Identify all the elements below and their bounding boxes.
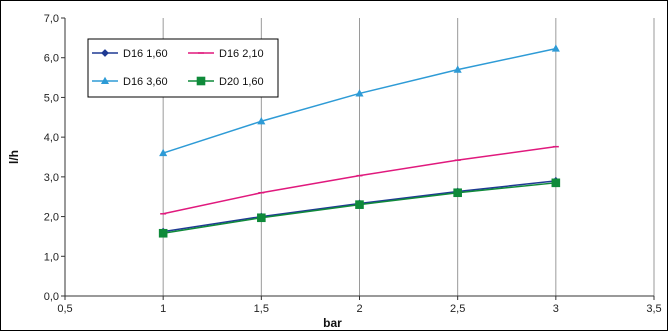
- data-point-series-3: [159, 148, 168, 157]
- x-tick-label: 3,5: [646, 303, 661, 315]
- data-point-series-4: [158, 228, 168, 238]
- data-point-series-4: [453, 188, 462, 198]
- data-point-series-4: [355, 200, 364, 209]
- legend: D16 1,60 D16 2,10 D16 3,60 D20 1,60: [87, 38, 279, 98]
- data-point-series-3: [355, 89, 364, 97]
- legend-swatch-marker: [100, 76, 110, 85]
- legend-label: D16 3,60: [123, 76, 168, 88]
- y-axis-title: l/h: [7, 150, 21, 164]
- y-tick-label: 6,0: [44, 53, 59, 65]
- y-tick-label: 2,0: [44, 212, 59, 224]
- legend-label: D16 1,60: [123, 48, 168, 60]
- x-tick-label: 3: [553, 303, 559, 315]
- legend-swatch-marker: [101, 49, 109, 57]
- x-axis-title: bar: [323, 316, 342, 330]
- x-tick-label: 2,5: [450, 303, 465, 315]
- x-tick-label: 1,5: [254, 303, 269, 315]
- y-tick-label: 1,0: [44, 251, 59, 263]
- legend-swatch-marker: [196, 76, 206, 86]
- x-tick-label: 0,5: [57, 303, 72, 315]
- y-tick-label: 0,0: [44, 291, 59, 303]
- legend-label: D16 2,10: [219, 48, 264, 60]
- legend-box: [87, 38, 279, 98]
- data-point-series-3: [551, 44, 560, 52]
- legend-label: D20 1,60: [219, 76, 264, 88]
- y-tick-label: 3,0: [44, 172, 59, 184]
- data-point-series-4: [551, 178, 561, 188]
- data-point-series-3: [257, 117, 266, 125]
- y-tick-label: 7,0: [44, 13, 59, 25]
- x-tick-label: 2: [356, 303, 362, 315]
- x-tick-label: 1: [160, 303, 166, 315]
- y-tick-label: 4,0: [44, 132, 59, 144]
- data-point-series-3: [453, 65, 462, 73]
- y-tick-label: 5,0: [44, 92, 59, 104]
- data-point-series-4: [257, 213, 266, 223]
